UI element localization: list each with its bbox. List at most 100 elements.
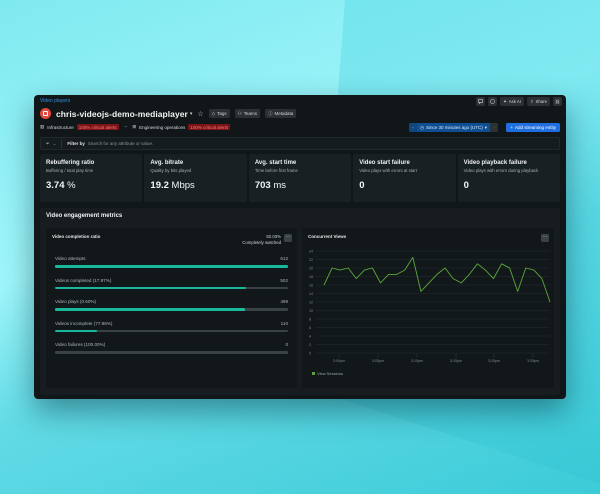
funnel-row[interactable]: Video attempts 612 [55, 256, 288, 278]
funnel-row[interactable]: Video failures (100.00%) 0 [55, 342, 288, 364]
ask-ai-button[interactable]: ✦ Ask AI [500, 97, 524, 106]
funnel-label: Videos completed (17.97%) [55, 277, 112, 283]
bar-track [55, 351, 288, 354]
kpi-card-start-time[interactable]: Avg. start time Time before first frame … [248, 154, 352, 202]
video-player-icon [40, 108, 51, 119]
funnel-row[interactable]: Videos completed (17.97%) 502 [55, 278, 288, 300]
help-button[interactable] [488, 97, 498, 106]
bar-fill [55, 308, 245, 311]
engagement-section: Video engagement metrics Video completio… [40, 208, 560, 395]
bar-fill [55, 329, 97, 332]
tags-button[interactable]: ◇ Tags [208, 109, 230, 118]
funnel-label: Video attempts [55, 256, 86, 261]
chevron-down-icon: ▾ [484, 124, 487, 130]
metadata-button[interactable]: ⓘ Metadata [264, 109, 297, 118]
bar-track [55, 265, 288, 268]
entity-name[interactable]: chris-videojs-demo-mediaplayer [56, 108, 188, 119]
more-options-button[interactable]: ··· [541, 234, 549, 242]
link-icon: ⛓ [554, 98, 561, 104]
funnel-value: 0 [285, 342, 288, 347]
svg-text:22: 22 [309, 258, 313, 262]
panel-title: Video completion ratio [52, 234, 101, 239]
bar-fill [55, 286, 247, 289]
divider [61, 139, 63, 148]
app-window: Video players ✦ Ask AI ⇧ Share ⛓ chris-v… [34, 95, 566, 399]
time-prev-button[interactable]: ‹ [409, 123, 418, 132]
funnel-value: 612 [280, 256, 288, 261]
svg-text:3:10pm: 3:10pm [411, 359, 423, 363]
bar-fill [55, 265, 288, 268]
svg-text:14: 14 [309, 292, 313, 296]
funnel-bars: Video attempts 612 Videos completed (17.97… [55, 256, 288, 364]
breadcrumb[interactable]: Video players [40, 98, 71, 104]
completion-ratio: 82.03% Completely watched [242, 234, 281, 245]
svg-text:4: 4 [309, 334, 311, 338]
bar-track [55, 329, 288, 332]
kpi-card-start-failure[interactable]: Video start failure Video plays with err… [353, 154, 456, 202]
critical-alert-badge[interactable]: 100% critical alerts [76, 124, 119, 130]
more-options-button[interactable]: ··· [284, 234, 292, 242]
svg-text:10: 10 [309, 309, 313, 313]
completion-ratio-panel: Video completion ratio 82.03% Completely… [46, 228, 297, 388]
series-line [323, 256, 551, 303]
sparkle-icon: ✦ [503, 98, 507, 104]
svg-text:6: 6 [309, 326, 311, 330]
svg-text:3:15pm: 3:15pm [450, 359, 462, 363]
svg-text:3:20pm: 3:20pm [488, 359, 500, 363]
copy-link-button[interactable]: ⛓ [553, 97, 562, 106]
chevron-down-icon[interactable]: ▾ [189, 110, 193, 117]
funnel-label: Video failures (100.00%) [55, 342, 106, 347]
grid-icon: ⊞ [132, 124, 137, 129]
alert-entity-engineering[interactable]: Engineering operations [139, 124, 186, 130]
svg-text:0: 0 [309, 351, 311, 355]
time-picker: ‹ ◷ Since 30 minutes ago (UTC) ▾ › [409, 123, 498, 132]
filter-icon[interactable]: ⏷ [46, 141, 50, 146]
alert-entity-infrastructure[interactable]: Infrastructure [47, 124, 74, 130]
funnel-value: 502 [280, 277, 288, 283]
funnel-row[interactable]: Videos incomplete (77.96%) 110 [55, 321, 288, 343]
svg-text:3:25pm: 3:25pm [527, 359, 539, 363]
tag-icon: ◇ [211, 110, 216, 116]
teams-icon: ⚇ [237, 110, 242, 116]
share-button[interactable]: ⇧ Share [526, 97, 550, 106]
favorite-star-icon[interactable]: ☆ [197, 110, 204, 118]
bar-track [55, 286, 288, 289]
svg-text:12: 12 [309, 300, 313, 304]
kpi-card-rebuffering[interactable]: Rebuffering ratio Buffering / total play… [40, 154, 143, 202]
feedback-icon [478, 99, 483, 104]
svg-text:8: 8 [309, 317, 311, 321]
funnel-value: 110 [280, 320, 288, 326]
relation-connector-icon: ⊸ [123, 124, 128, 129]
svg-text:3:05pm: 3:05pm [372, 359, 384, 363]
feedback-button[interactable] [476, 97, 486, 106]
info-icon: ⓘ [267, 110, 273, 116]
section-title: Video engagement metrics [46, 213, 123, 219]
kpi-value: 3.74 % [46, 180, 76, 191]
funnel-row[interactable]: Video plays (0.60%) 499 [55, 299, 288, 321]
teams-button[interactable]: ⚇ Teams [234, 109, 260, 118]
kpi-card-playback-failure[interactable]: Video playback failure Video plays with … [457, 154, 561, 202]
kpi-value: 19.2 Mbps [150, 180, 195, 191]
chart-legend[interactable]: View Sessions [312, 371, 343, 376]
critical-alert-badge[interactable]: 100% critical alerts [188, 124, 231, 130]
funnel-label: Video plays (0.60%) [55, 299, 97, 304]
add-streaming-entity-button[interactable]: + Add streaming entity [506, 123, 560, 132]
svg-text:20: 20 [309, 266, 313, 270]
share-icon: ⇧ [529, 98, 534, 104]
funnel-label: Videos incomplete (77.96%) [55, 320, 113, 326]
kpi-card-bitrate[interactable]: Avg. bitrate Quality by bits played 19.2… [144, 154, 247, 202]
kpi-value: 0 [359, 180, 365, 191]
svg-text:24: 24 [309, 249, 313, 253]
time-next-button[interactable]: › [490, 123, 498, 132]
titlebar-actions: ✦ Ask AI ⇧ Share ⛓ [476, 97, 562, 106]
chevron-down-icon[interactable]: ⌄ [52, 140, 57, 146]
time-range-select[interactable]: ◷ Since 30 minutes ago (UTC) ▾ [417, 123, 490, 132]
svg-text:2: 2 [309, 343, 311, 347]
kpi-value: 0 [463, 180, 469, 191]
svg-text:3:00pm: 3:00pm [333, 359, 345, 363]
related-alerts: ▥ Infrastructure 100% critical alerts ⊸ … [40, 124, 231, 130]
filter-search-input[interactable]: Search for any attribute or value. [87, 141, 154, 146]
help-icon [490, 99, 495, 104]
panel-title: Concurrent Views [308, 234, 347, 239]
